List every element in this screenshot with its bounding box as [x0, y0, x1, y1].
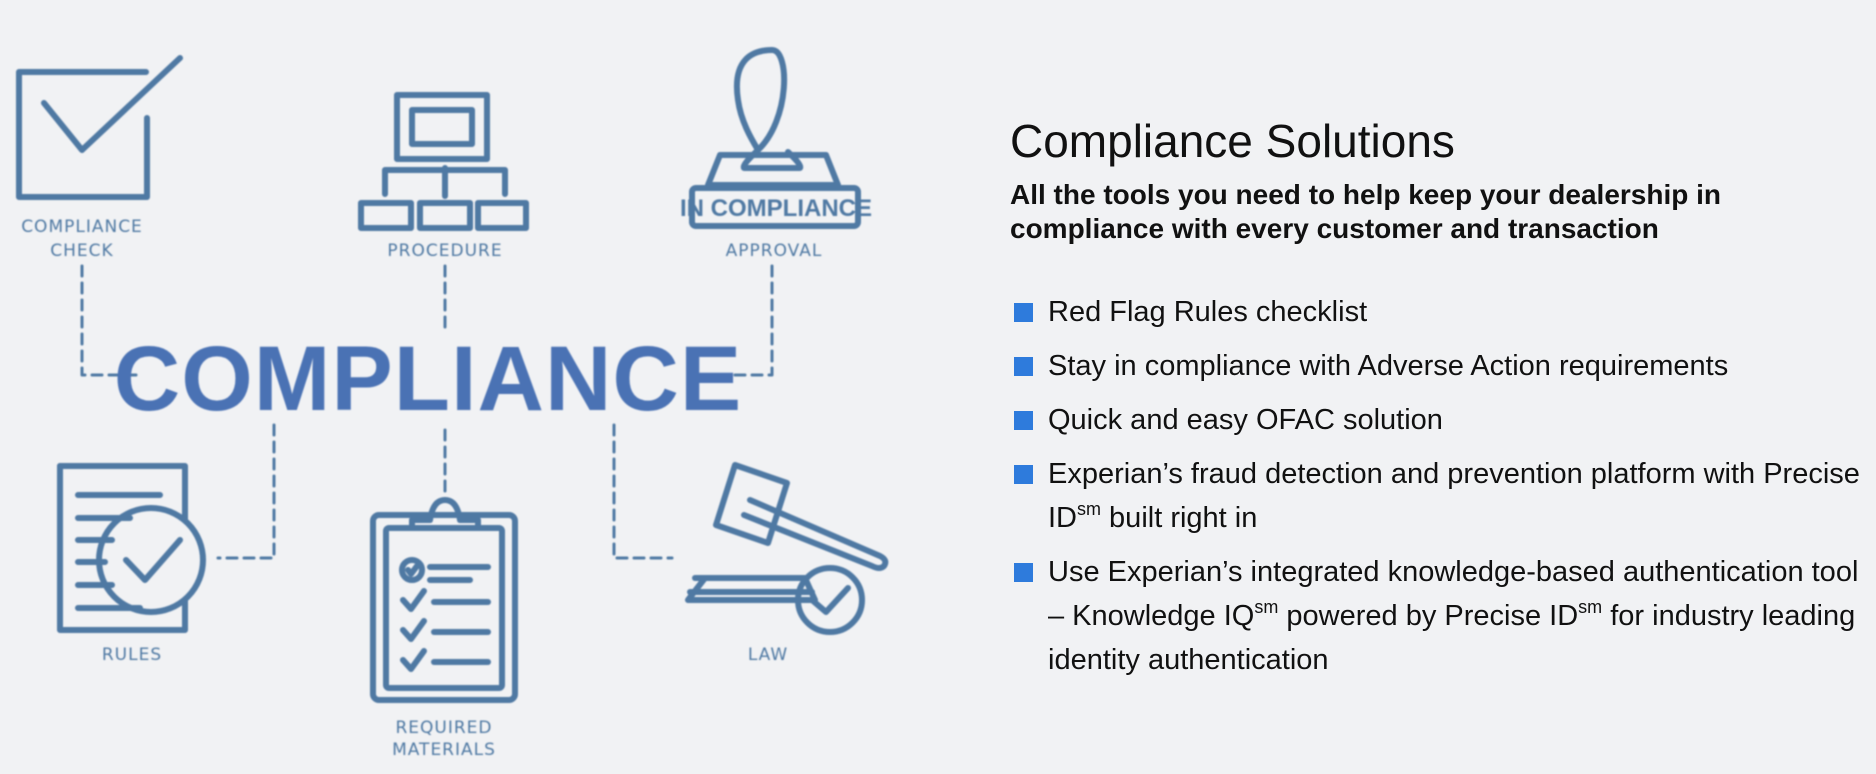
compliance-diagram: IN COMPLIANCE COMPLIANCE COMPLIANCE CHEC… [16, 47, 889, 760]
label-required-materials-line1: REQUIRED [395, 718, 492, 738]
gavel-icon [685, 462, 889, 635]
bullet-square-icon [1014, 465, 1033, 484]
bullet-square-icon [1014, 357, 1033, 376]
list-item: Use Experian’s integrated knowledge-base… [1010, 550, 1870, 682]
list-item-text: Experian’s fraud detection and preventio… [1048, 458, 1860, 534]
service-mark: sm [1578, 597, 1603, 617]
checkbox-icon [16, 55, 183, 200]
connector-lines [80, 264, 774, 560]
bullet-square-icon [1014, 411, 1033, 430]
list-item: Quick and easy OFAC solution [1010, 398, 1870, 442]
page-subtitle: All the tools you need to help keep your… [1010, 179, 1722, 244]
list-item-text: Stay in compliance with Adverse Action r… [1048, 350, 1729, 382]
label-required-materials-line2: MATERIALS [392, 740, 496, 760]
bullet-square-icon [1014, 563, 1033, 582]
label-law: LAW [748, 645, 788, 665]
list-item-text: Red Flag Rules checklist [1048, 296, 1368, 328]
list-item: Red Flag Rules checklist [1010, 290, 1870, 334]
rules-document-icon [57, 463, 206, 633]
compliance-illustration: IN COMPLIANCE COMPLIANCE COMPLIANCE CHEC… [0, 0, 920, 774]
clipboard-checklist-icon [370, 497, 518, 703]
label-compliance-check-line1: COMPLIANCE [21, 217, 143, 237]
service-mark: sm [1254, 597, 1279, 617]
list-item-text: Quick and easy OFAC solution [1048, 404, 1443, 436]
bullet-square-icon [1014, 303, 1033, 322]
stamp-label: IN COMPLIANCE [680, 195, 872, 222]
label-compliance-check-line2: CHECK [50, 241, 113, 261]
page-title: Compliance Solutions [1010, 115, 1455, 167]
center-word: COMPLIANCE [114, 328, 742, 430]
list-item-text: built right in [1101, 502, 1258, 534]
list-item-text: for industry leading identity authentica… [1048, 600, 1856, 676]
label-approval: APPROVAL [726, 241, 823, 261]
label-rules: RULES [102, 645, 162, 665]
list-item: Experian’s fraud detection and preventio… [1010, 452, 1870, 540]
list-item-text: Use Experian’s integrated knowledge-base… [1048, 556, 1859, 632]
compliance-content: Compliance Solutions All the tools you n… [1010, 112, 1870, 692]
service-mark: sm [1077, 499, 1101, 519]
list-item: Stay in compliance with Adverse Action r… [1010, 344, 1870, 388]
feature-list: Red Flag Rules checklist Stay in complia… [1010, 290, 1870, 682]
flowchart-icon [358, 92, 529, 231]
label-procedure: PROCEDURE [387, 241, 502, 261]
stamp-icon [689, 47, 861, 229]
list-item-text: powered by Precise ID [1278, 600, 1579, 632]
